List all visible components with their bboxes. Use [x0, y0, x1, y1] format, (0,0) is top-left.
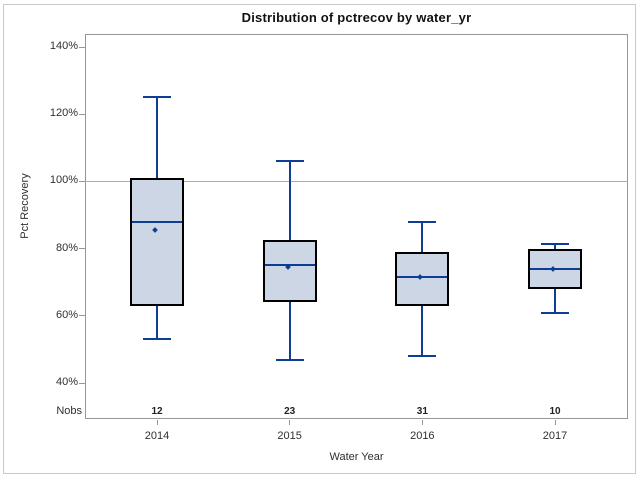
nobs-row-label: Nobs	[56, 405, 82, 417]
figure-outer-frame	[3, 4, 636, 474]
box-iqr	[262, 240, 317, 303]
whisker-cap-low	[541, 311, 569, 314]
chart-title: Distribution of pctrecov by water_yr	[241, 10, 472, 25]
y-tick-label: 60%	[55, 308, 78, 321]
whisker-cap-high	[541, 242, 569, 245]
nobs-value: 12	[151, 406, 163, 417]
reference-line	[85, 181, 628, 183]
y-tick-label: 140%	[49, 40, 78, 53]
y-tick-mark	[79, 315, 85, 317]
y-tick-mark	[79, 180, 85, 182]
x-tick-label: 2014	[144, 430, 170, 442]
median-line	[530, 267, 580, 270]
whisker-cap-low	[143, 338, 171, 341]
whisker-cap-high	[275, 160, 304, 163]
nobs-value: 31	[416, 406, 428, 417]
whisker-cap-high	[408, 220, 437, 223]
x-tick-label: 2015	[277, 430, 302, 442]
median-line	[397, 276, 448, 279]
whisker-cap-low	[408, 355, 437, 358]
box-iqr	[130, 178, 184, 306]
y-tick-mark	[79, 46, 85, 48]
x-tick-mark	[289, 420, 291, 425]
box-iqr	[395, 252, 450, 306]
y-tick-label: 80%	[55, 241, 78, 254]
y-tick-label: 100%	[49, 174, 78, 187]
x-tick-mark	[554, 420, 556, 425]
y-tick-mark	[79, 248, 85, 250]
y-tick-mark	[79, 382, 85, 384]
nobs-value: 23	[284, 406, 296, 417]
x-tick-mark	[421, 420, 423, 425]
y-tick-mark	[79, 113, 85, 115]
x-axis-label: Water Year	[329, 451, 384, 463]
nobs-value: 10	[549, 406, 561, 417]
median-line	[264, 264, 315, 267]
median-line	[132, 220, 182, 223]
whisker-cap-high	[143, 96, 171, 99]
y-tick-label: 120%	[49, 107, 78, 120]
y-tick-label: 40%	[55, 376, 78, 389]
x-tick-label: 2017	[542, 430, 568, 442]
x-tick-mark	[156, 420, 158, 425]
x-tick-label: 2016	[410, 430, 435, 442]
whisker-cap-low	[275, 358, 304, 361]
